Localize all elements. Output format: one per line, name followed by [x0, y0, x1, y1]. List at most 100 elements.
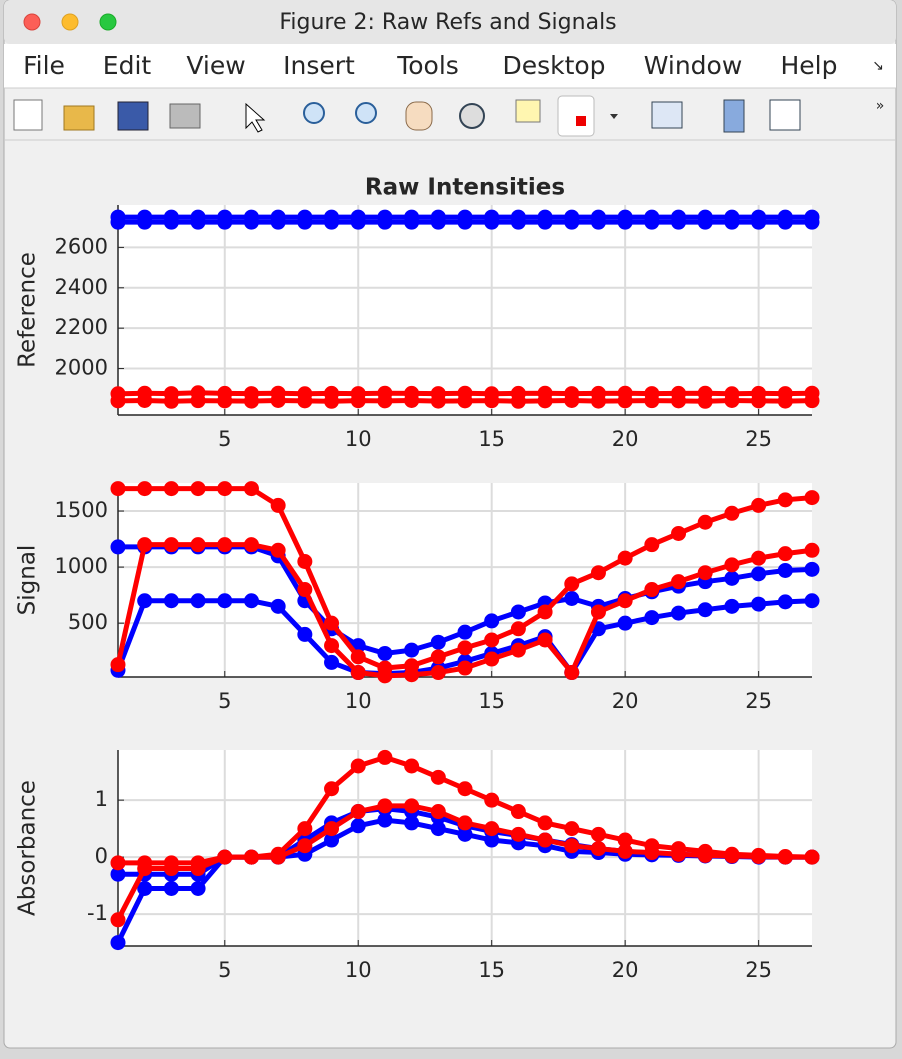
- brush-dropdown[interactable]: [610, 114, 618, 119]
- new-icon[interactable]: [13, 99, 43, 131]
- y-tick-label: 1: [95, 787, 108, 811]
- data-point: [297, 553, 313, 569]
- y-tick-label: 0: [95, 844, 108, 868]
- toolbar-overflow[interactable]: »: [876, 98, 885, 114]
- data-point: [777, 562, 793, 578]
- data-point: [217, 537, 233, 553]
- data-point: [590, 214, 606, 230]
- window-title: Figure 2: Raw Refs and Signals: [279, 10, 616, 35]
- menu-item[interactable]: Tools: [396, 51, 459, 80]
- zoom-button[interactable]: [99, 13, 117, 31]
- data-point: [564, 214, 580, 230]
- data-point: [671, 525, 687, 541]
- data-point: [350, 393, 366, 409]
- data-point: [617, 550, 633, 566]
- y-tick-label: 1000: [55, 554, 108, 578]
- data-point: [243, 393, 259, 409]
- data-point: [377, 812, 393, 828]
- data-point: [110, 539, 126, 555]
- data-point: [324, 393, 340, 409]
- data-point: [137, 481, 153, 497]
- data-point: [324, 615, 340, 631]
- data-point: [190, 593, 206, 609]
- rotate-icon[interactable]: [459, 103, 485, 129]
- data-point: [270, 849, 286, 865]
- data-point: [350, 818, 366, 834]
- data-point: [804, 593, 820, 609]
- data-point: [777, 849, 793, 865]
- y-axis-label: Signal: [15, 545, 41, 616]
- data-point: [617, 615, 633, 631]
- menu-item[interactable]: Insert: [283, 51, 355, 80]
- y-axis-label: Absorbance: [15, 780, 41, 916]
- minimize-button[interactable]: [61, 13, 79, 31]
- data-point: [590, 565, 606, 581]
- colorbar-icon[interactable]: [723, 99, 745, 133]
- data-point: [751, 849, 767, 865]
- menu-item[interactable]: Edit: [103, 51, 152, 80]
- data-point: [110, 855, 126, 871]
- data-point: [564, 576, 580, 592]
- save-icon[interactable]: [117, 101, 149, 131]
- data-point: [537, 604, 553, 620]
- link-icon[interactable]: [651, 101, 683, 129]
- data-point: [217, 393, 233, 409]
- data-point: [404, 798, 420, 814]
- data-point: [537, 815, 553, 831]
- legend-icon[interactable]: [769, 99, 801, 131]
- close-button[interactable]: [23, 13, 41, 31]
- data-point: [804, 214, 820, 230]
- data-point: [324, 638, 340, 654]
- data-point: [644, 214, 660, 230]
- data-point: [671, 393, 687, 409]
- menu-item[interactable]: View: [186, 51, 245, 80]
- data-point: [324, 781, 340, 797]
- menu-item[interactable]: Window: [644, 51, 743, 80]
- data-point: [137, 861, 153, 877]
- y-tick-label: 2000: [55, 356, 108, 380]
- y-tick-label: 2400: [55, 275, 108, 299]
- zoom-in-icon[interactable]: [303, 102, 325, 124]
- data-point: [510, 214, 526, 230]
- data-point: [510, 621, 526, 637]
- data-cursor-icon[interactable]: [515, 99, 541, 123]
- data-point: [777, 546, 793, 562]
- data-point: [777, 492, 793, 508]
- data-point: [564, 838, 580, 854]
- data-point: [377, 668, 393, 684]
- data-point: [404, 392, 420, 408]
- brush-icon[interactable]: [576, 116, 586, 126]
- data-point: [137, 214, 153, 230]
- data-point: [804, 542, 820, 558]
- data-point: [137, 537, 153, 553]
- data-point: [804, 393, 820, 409]
- x-tick-label: 5: [218, 689, 231, 713]
- data-point: [724, 570, 740, 586]
- data-point: [270, 598, 286, 614]
- menu-item[interactable]: File: [23, 51, 65, 80]
- data-point: [163, 880, 179, 896]
- menu-item[interactable]: Help: [781, 51, 838, 80]
- data-point: [804, 561, 820, 577]
- data-point: [644, 582, 660, 598]
- y-axis-label: Reference: [15, 252, 41, 368]
- data-point: [404, 667, 420, 683]
- series: [110, 481, 820, 676]
- menu-item[interactable]: Desktop: [502, 51, 605, 80]
- data-point: [377, 393, 393, 409]
- pointer-icon[interactable]: [245, 102, 266, 133]
- data-point: [163, 481, 179, 497]
- data-point: [590, 841, 606, 857]
- data-point: [751, 566, 767, 582]
- zoom-out-icon[interactable]: [355, 102, 377, 124]
- data-point: [804, 490, 820, 506]
- data-point: [697, 214, 713, 230]
- x-tick-label: 25: [745, 689, 772, 713]
- print-icon[interactable]: [169, 103, 201, 129]
- open-icon[interactable]: [63, 105, 95, 131]
- data-point: [751, 393, 767, 409]
- pan-icon[interactable]: [405, 101, 433, 131]
- menu-overflow[interactable]: ↘: [872, 58, 884, 74]
- data-point: [190, 393, 206, 409]
- data-point: [564, 392, 580, 408]
